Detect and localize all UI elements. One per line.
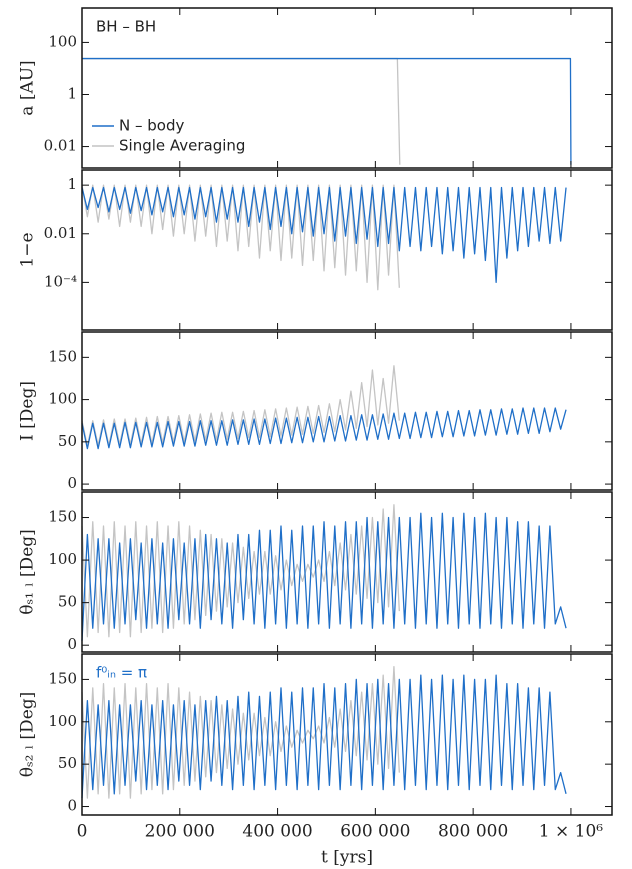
y-axis-label: θₛ₁ ₗ [Deg] bbox=[18, 529, 38, 615]
series-line bbox=[81, 407, 567, 450]
y-tick-label: 150 bbox=[48, 347, 77, 365]
x-tick-label: 600 000 bbox=[340, 822, 410, 842]
y-tick-label: 100 bbox=[48, 712, 77, 730]
y-tick-label: 100 bbox=[48, 32, 77, 50]
y-tick-label: 100 bbox=[48, 550, 77, 568]
y-tick-label: 50 bbox=[58, 754, 77, 772]
x-tick-label: 800 000 bbox=[438, 822, 508, 842]
panel-frame bbox=[81, 169, 613, 331]
panel-frame bbox=[81, 653, 613, 816]
x-tick-label: 0 bbox=[77, 822, 88, 842]
y-tick-label: 1 bbox=[67, 175, 77, 193]
y-tick-label: 1 bbox=[67, 84, 77, 102]
annotation: f⁰ᵢₙ = π bbox=[96, 664, 147, 682]
y-tick-label: 0 bbox=[67, 797, 77, 815]
x-axis-label: t [yrs] bbox=[321, 848, 373, 868]
legend-label: Single Averaging bbox=[119, 137, 245, 155]
y-axis-label: a [AU] bbox=[18, 60, 38, 115]
panel-frame bbox=[81, 491, 613, 653]
annotation: BH – BH bbox=[96, 18, 156, 36]
y-tick-label: 0 bbox=[67, 474, 77, 492]
x-tick-label: 1 × 10⁶ bbox=[539, 822, 603, 842]
series-line bbox=[81, 186, 567, 284]
y-tick-label: 150 bbox=[48, 508, 77, 526]
series-line bbox=[81, 674, 567, 799]
panel-frame bbox=[81, 7, 613, 169]
series-line bbox=[81, 365, 400, 447]
y-axis-label: 1−e bbox=[18, 232, 38, 267]
series-line bbox=[82, 57, 572, 165]
y-axis-label: θₛ₂ ₗ [Deg] bbox=[18, 692, 38, 778]
x-tick-label: 400 000 bbox=[242, 822, 312, 842]
legend-label: N – body bbox=[119, 117, 184, 135]
y-tick-label: 0.01 bbox=[44, 224, 77, 242]
y-axis-label: I [Deg] bbox=[18, 381, 38, 441]
y-tick-label: 10⁻⁴ bbox=[44, 272, 77, 290]
x-tick-label: 200 000 bbox=[145, 822, 215, 842]
y-tick-label: 0 bbox=[67, 635, 77, 653]
y-tick-label: 0.01 bbox=[44, 137, 77, 155]
series-line bbox=[81, 512, 567, 641]
y-tick-label: 100 bbox=[48, 390, 77, 408]
panel-frame bbox=[81, 331, 613, 491]
y-tick-label: 50 bbox=[58, 432, 77, 450]
y-tick-label: 50 bbox=[58, 593, 77, 611]
y-tick-label: 150 bbox=[48, 669, 77, 687]
